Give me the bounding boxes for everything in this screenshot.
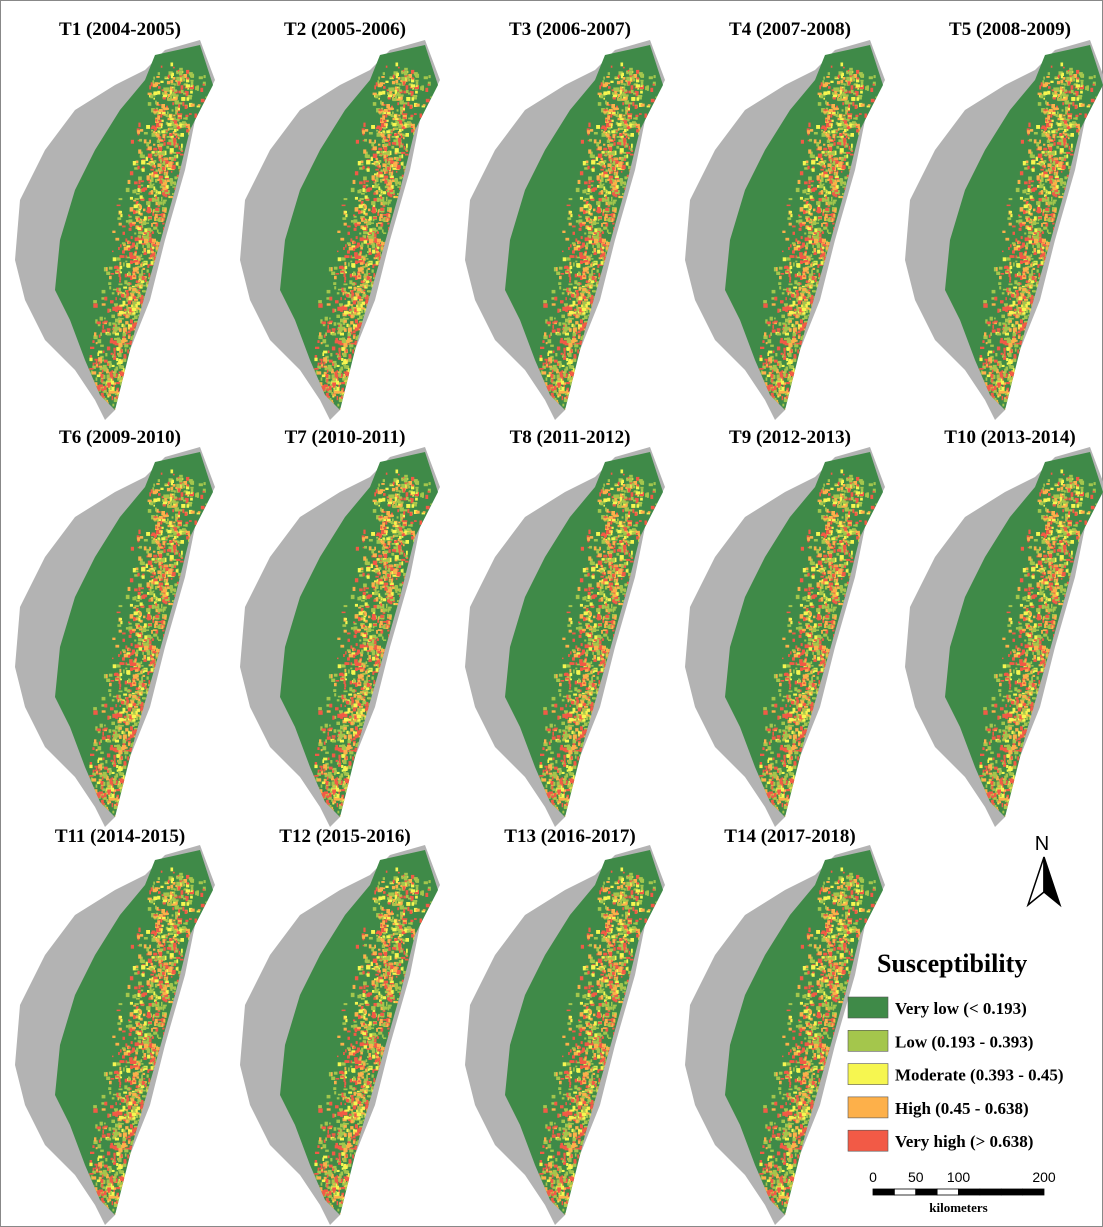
- panel-title: T4 (2007-2008): [729, 19, 851, 40]
- figure: T1 (2004-2005) T2 (2005-2006) T3 (2006-200…: [0, 0, 1103, 1227]
- scale-tick-label: 200: [1032, 1169, 1056, 1185]
- legend-label: Low (0.193 - 0.393): [895, 1032, 1033, 1051]
- scale-segment: [916, 1189, 937, 1195]
- panel-title: T1 (2004-2005): [59, 19, 181, 40]
- scale-tick-label: 50: [908, 1169, 924, 1185]
- scale-tick-label: 0: [869, 1169, 877, 1185]
- panel-title: T10 (2013-2014): [944, 427, 1075, 448]
- panel-title: T3 (2006-2007): [509, 19, 631, 40]
- panel-title: T12 (2015-2016): [279, 826, 410, 847]
- scale-segment: [1001, 1189, 1022, 1195]
- scale-segment: [980, 1189, 1001, 1195]
- legend-label: High (0.45 - 0.638): [895, 1099, 1029, 1118]
- legend-swatch: [848, 1064, 888, 1085]
- scale-segment: [873, 1189, 894, 1195]
- legend-swatch: [848, 1130, 888, 1151]
- panel-title: T9 (2012-2013): [729, 427, 851, 448]
- scale-segment: [959, 1189, 980, 1195]
- scale-segment: [1023, 1189, 1044, 1195]
- scale-unit: kilometers: [929, 1200, 987, 1215]
- legend-label: Moderate (0.393 - 0.45): [895, 1066, 1064, 1085]
- panel-title: T13 (2016-2017): [504, 826, 635, 847]
- legend-swatch: [848, 1097, 888, 1118]
- legend-swatch: [848, 1030, 888, 1051]
- scale-segment: [894, 1189, 915, 1195]
- legend-label: Very low (< 0.193): [895, 999, 1027, 1018]
- legend-swatch: [848, 997, 888, 1018]
- panel-title: T5 (2008-2009): [949, 19, 1071, 40]
- panel-title: T7 (2010-2011): [285, 427, 406, 448]
- legend-title: Susceptibility: [877, 949, 1027, 978]
- north-label: N: [1035, 833, 1049, 855]
- scale-tick-label: 100: [947, 1169, 971, 1185]
- panel-title: T14 (2017-2018): [724, 826, 855, 847]
- legend-label: Very high (> 0.638): [895, 1132, 1033, 1151]
- panel-title: T11 (2014-2015): [55, 826, 185, 847]
- panel-title: T8 (2011-2012): [510, 427, 631, 448]
- panel-title: T2 (2005-2006): [284, 19, 406, 40]
- panel-title: T6 (2009-2010): [59, 427, 181, 448]
- scale-segment: [937, 1189, 958, 1195]
